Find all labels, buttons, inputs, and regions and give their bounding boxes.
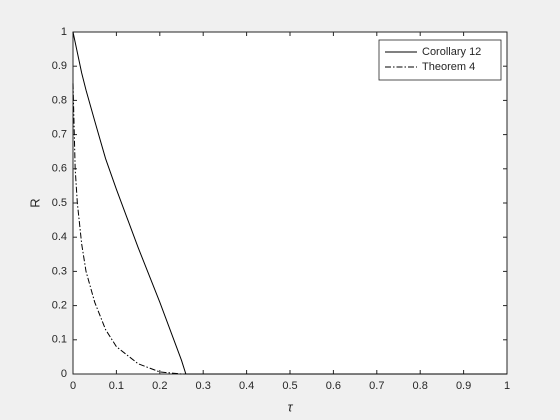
y-tick-label: 0.8 (52, 94, 67, 106)
x-tick-label: 0.4 (239, 380, 254, 392)
y-tick-label: 0.9 (52, 60, 67, 72)
x-tick-label: 0.7 (369, 380, 384, 392)
y-tick-label: 0.2 (52, 300, 67, 312)
line-series (72, 83, 507, 375)
y-tick-label: 0.1 (52, 334, 67, 346)
y-tick-label: 0.7 (52, 129, 67, 141)
y-tick-label: 0.6 (52, 163, 67, 175)
y-tick-label: 0.5 (52, 197, 67, 209)
y-tick-label: 0.4 (52, 231, 67, 243)
y-axis-label: R (27, 198, 42, 207)
y-tick-label: 0 (61, 368, 67, 380)
x-tick-label: 1 (504, 380, 510, 392)
y-tick-label: 1 (61, 26, 67, 38)
x-tick-label: 0.6 (326, 380, 341, 392)
x-tick-label: 0.9 (456, 380, 471, 392)
x-tick-label: 0.5 (282, 380, 297, 392)
legend-label: Theorem 4 (422, 61, 475, 73)
x-tick-label: 0.1 (109, 380, 124, 392)
x-tick-label: 0.2 (152, 380, 167, 392)
plot-area (73, 32, 507, 374)
legend-label: Corollary 12 (422, 46, 481, 58)
y-tick-label: 0.3 (52, 265, 67, 277)
x-tick-label: 0 (70, 380, 76, 392)
x-tick-label: 0.8 (413, 380, 428, 392)
x-axis-label: τ (288, 399, 294, 414)
legend-box (378, 39, 502, 81)
x-tick-label: 0.3 (196, 380, 211, 392)
